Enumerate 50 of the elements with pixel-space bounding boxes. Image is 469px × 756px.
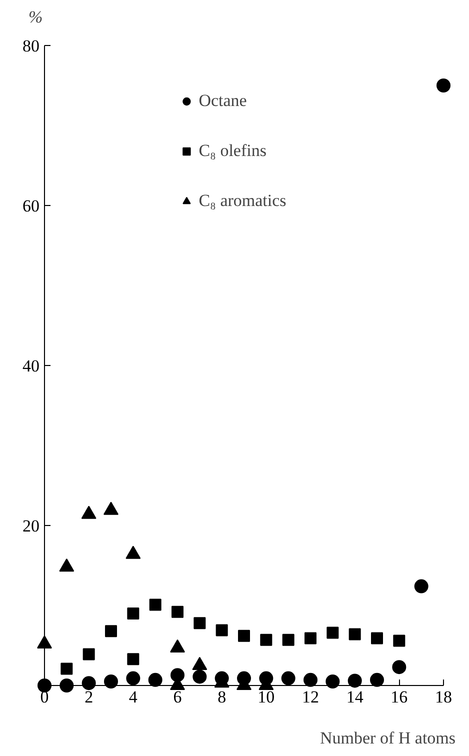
point — [348, 674, 362, 688]
y-axis-title: % — [28, 8, 43, 26]
x-axis-title: Number of H atoms — [320, 728, 456, 748]
point — [326, 674, 340, 688]
point — [393, 634, 406, 647]
y-tick-label: 60 — [22, 196, 40, 216]
point — [60, 678, 74, 692]
point — [104, 674, 118, 688]
y-tick-label: 80 — [22, 36, 40, 56]
point — [260, 634, 272, 646]
point — [326, 626, 339, 639]
x-tick-label: 4 — [128, 688, 138, 706]
x-tick-label: 2 — [84, 688, 94, 706]
point — [282, 634, 294, 646]
point — [127, 608, 140, 620]
legend-label: C₈ aromatics — [198, 191, 286, 211]
x-tick-label: 10 — [258, 688, 275, 706]
point — [370, 672, 384, 687]
x-tick-label: 16 — [390, 688, 408, 706]
point — [194, 617, 206, 630]
point — [436, 78, 450, 92]
y-tick-label: 40 — [22, 356, 40, 376]
y-tick-label: 20 — [22, 516, 40, 536]
point — [414, 579, 428, 594]
point — [148, 672, 162, 687]
point — [281, 671, 296, 686]
point — [238, 630, 250, 642]
point — [149, 598, 162, 611]
point — [348, 628, 361, 640]
point — [304, 632, 316, 644]
legend-label: C₈ olefins — [198, 141, 266, 161]
point — [192, 670, 207, 684]
legend-label: Octane — [198, 91, 247, 111]
x-tick-label: 0 — [40, 688, 49, 706]
x-tick-label: 12 — [302, 688, 319, 706]
x-tick-label: 8 — [218, 688, 226, 706]
x-tick-label: 14 — [346, 688, 364, 706]
point — [82, 648, 95, 660]
point — [371, 632, 383, 644]
x-tick-label: 6 — [173, 688, 182, 706]
point — [105, 625, 117, 638]
point — [170, 668, 184, 682]
point — [127, 653, 140, 666]
point — [60, 662, 73, 675]
point — [392, 660, 406, 674]
x-tick-label: 18 — [435, 688, 452, 706]
point — [216, 624, 228, 636]
point — [304, 672, 318, 687]
point — [172, 606, 184, 618]
point — [126, 671, 140, 686]
